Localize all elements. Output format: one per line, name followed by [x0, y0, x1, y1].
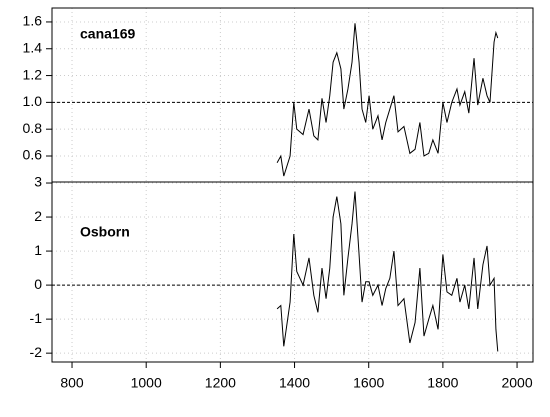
x-tick-label: 1000 — [131, 375, 162, 391]
x-tick-label: 1400 — [279, 375, 310, 391]
x-tick-label: 1600 — [353, 375, 384, 391]
y-tick-label: -2 — [30, 344, 43, 360]
panel-label: Osborn — [80, 224, 130, 240]
y-tick-label: 3 — [34, 174, 42, 190]
plot-frame — [51, 181, 534, 363]
x-tick-label: 2000 — [501, 375, 532, 391]
y-tick-label: 1.6 — [23, 13, 43, 29]
y-tick-label: 1.0 — [23, 93, 43, 109]
y-tick-label: 0 — [34, 276, 42, 292]
x-tick-label: 1800 — [427, 375, 458, 391]
y-tick-label: 2 — [34, 208, 42, 224]
data-line — [276, 191, 499, 352]
x-tick-label: 800 — [60, 375, 84, 391]
x-tick-label: 1200 — [205, 375, 236, 391]
y-tick-label: 0.6 — [23, 147, 43, 163]
data-line — [276, 23, 499, 177]
y-tick-label: 1.2 — [23, 66, 43, 82]
y-tick-label: 1 — [34, 242, 42, 258]
y-tick-label: -1 — [30, 310, 43, 326]
y-tick-label: 1.4 — [23, 39, 43, 55]
panel-label: cana169 — [80, 26, 135, 42]
y-tick-label: 0.8 — [23, 120, 43, 136]
